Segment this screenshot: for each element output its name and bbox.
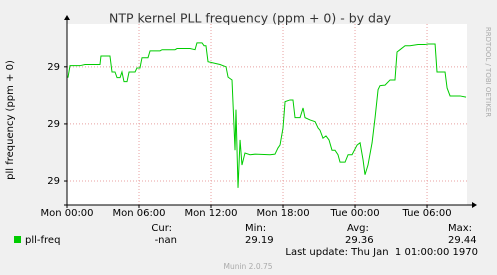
x-tick-label: Mon 12:00 xyxy=(184,208,237,219)
stat-header: Max: xyxy=(448,223,472,234)
stat-header: Cur: xyxy=(151,223,172,234)
stat-value: 29.36 xyxy=(345,235,374,246)
x-tick-label: Tue 00:00 xyxy=(329,208,379,219)
y-tick-label: 29 xyxy=(47,176,60,187)
y-axis-label: pll frequency (ppm + 0) xyxy=(5,60,16,180)
stat-value: -nan xyxy=(155,235,177,246)
chart-title: NTP kernel PLL frequency (ppm + 0) - by … xyxy=(109,11,392,26)
footer: Munin 2.0.75 xyxy=(223,262,272,271)
stat-header: Min: xyxy=(245,223,266,234)
x-tick-label: Mon 06:00 xyxy=(112,208,165,219)
stat-header: Avg: xyxy=(347,223,369,234)
y-arrow xyxy=(64,15,70,20)
x-tick-label: Mon 18:00 xyxy=(256,208,309,219)
legend-swatch xyxy=(14,236,21,243)
watermark: RRDTOOL / TOBI OETIKER xyxy=(484,27,492,117)
legend-label: pll-freq xyxy=(25,235,60,246)
y-tick-label: 29 xyxy=(47,62,60,73)
x-tick-label: Mon 00:00 xyxy=(40,208,93,219)
stat-value: 29.19 xyxy=(245,235,274,246)
y-tick-label: 29 xyxy=(47,119,60,130)
data-line xyxy=(67,42,467,188)
plot-area xyxy=(67,24,467,205)
x-arrow xyxy=(472,202,477,208)
last-update: Last update: Thu Jan 1 01:00:00 1970 xyxy=(285,247,478,258)
x-tick-label: Tue 06:00 xyxy=(401,208,451,219)
stat-value: 29.44 xyxy=(448,235,477,246)
